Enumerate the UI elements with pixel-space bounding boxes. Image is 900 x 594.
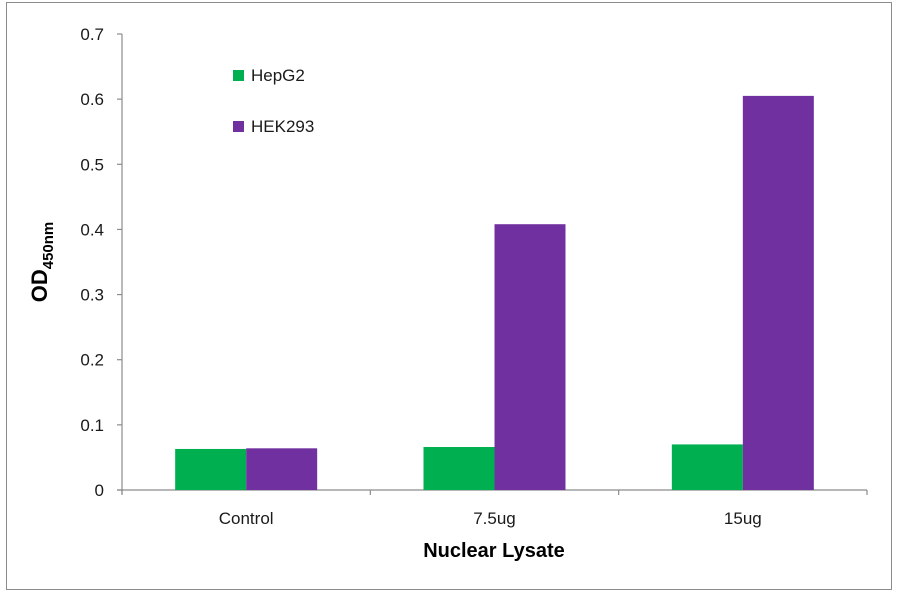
bars	[175, 95, 814, 490]
y-tick-label: 0.2	[80, 351, 104, 370]
bar-hepg2-15ug	[671, 444, 743, 490]
bar-hek293-control	[246, 448, 318, 490]
bar-hek293-75ug	[494, 224, 566, 490]
bar-hepg2-75ug	[423, 447, 495, 490]
y-axis-title: OD450nm	[27, 222, 57, 303]
y-axis-title-main: OD	[27, 269, 52, 302]
legend-swatch-hek293	[233, 121, 244, 132]
y-axis: 0 0.1 0.2 0.3 0.4 0.5 0.6 0.7	[80, 25, 123, 500]
legend-label-hepg2: HepG2	[251, 66, 305, 85]
bar-hek293-15ug	[742, 95, 814, 490]
y-tick-label: 0.5	[80, 155, 104, 174]
y-tick-label: 0.6	[80, 90, 104, 109]
legend-label-hek293: HEK293	[251, 117, 314, 136]
x-category-label: 7.5ug	[473, 509, 516, 528]
x-category-label: 15ug	[724, 509, 762, 528]
x-axis-title: Nuclear Lysate	[423, 540, 565, 562]
y-tick-label: 0.3	[80, 286, 104, 305]
y-tick-label: 0	[95, 481, 104, 500]
y-tick-label: 0.4	[80, 220, 104, 239]
y-axis-title-subscript: 450nm	[40, 222, 57, 270]
legend: HepG2 HEK293	[233, 66, 314, 136]
legend-swatch-hepg2	[233, 70, 244, 81]
x-axis: Control 7.5ug 15ug	[117, 489, 868, 528]
y-tick-label: 0.7	[80, 25, 104, 44]
x-category-label: Control	[219, 509, 274, 528]
y-tick-label: 0.1	[80, 416, 104, 435]
bar-hepg2-control	[175, 448, 247, 490]
